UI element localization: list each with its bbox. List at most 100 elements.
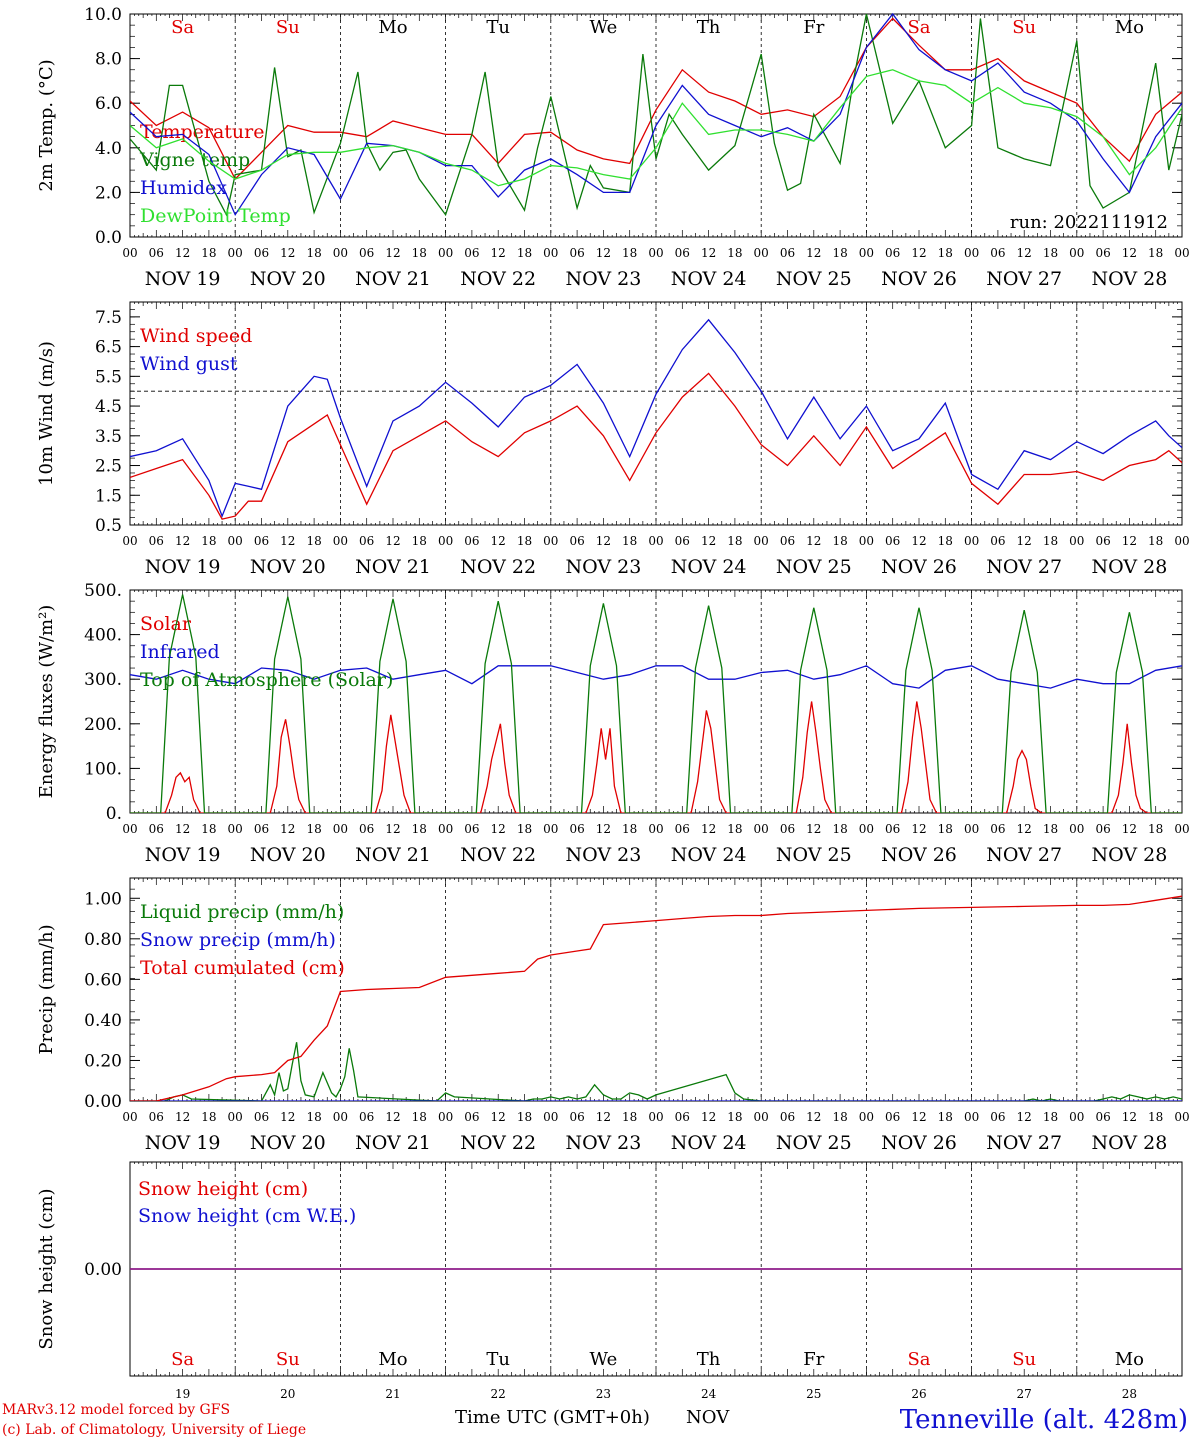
legend-entry: Top of Atmosphere (Solar) — [140, 669, 393, 691]
hour-tick-label: 18 — [622, 246, 637, 260]
legend-entry: Snow height (cm W.E.) — [138, 1205, 356, 1227]
hour-tick-label: 18 — [201, 1110, 216, 1124]
hour-tick-label: 12 — [491, 246, 506, 260]
hour-tick-label: 18 — [832, 534, 847, 548]
hour-tick-label: 18 — [1043, 534, 1058, 548]
hour-tick-label: 18 — [832, 246, 847, 260]
hour-tick-label: 06 — [464, 822, 479, 836]
hour-tick-label: 12 — [1017, 534, 1032, 548]
legend-entry: Liquid precip (mm/h) — [140, 901, 344, 923]
hour-tick-label: 18 — [517, 246, 532, 260]
hour-tick-label: 00 — [543, 822, 558, 836]
hour-tick-label: 00 — [438, 534, 453, 548]
hour-tick-label: 18 — [727, 822, 742, 836]
legend-entry: Snow precip (mm/h) — [140, 929, 336, 951]
hour-tick-label: 06 — [464, 1110, 479, 1124]
hour-tick-label: 18 — [306, 534, 321, 548]
hour-tick-label: 12 — [701, 822, 716, 836]
date-label: NOV 25 — [776, 1132, 852, 1154]
hour-tick-label: 06 — [569, 1110, 584, 1124]
y-tick-label: 200. — [84, 715, 122, 735]
weekday-label: Sa — [907, 1349, 930, 1370]
hour-tick-label: 12 — [806, 1110, 821, 1124]
hour-tick-label: 00 — [964, 822, 979, 836]
legend-entry: Solar — [140, 613, 192, 635]
hour-tick-label: 06 — [254, 1110, 269, 1124]
legend-entry: Wind gust — [140, 353, 238, 375]
station-label: Tenneville (alt. 428m) — [900, 1405, 1188, 1435]
hour-tick-label: 00 — [648, 534, 663, 548]
hour-tick-label: 00 — [754, 822, 769, 836]
hour-tick-label: 12 — [385, 246, 400, 260]
hour-tick-label: 12 — [385, 1110, 400, 1124]
y-tick-label: 5.5 — [95, 367, 122, 387]
weekday-label: Su — [276, 17, 300, 38]
y-tick-label: 500. — [84, 581, 122, 601]
hour-tick-label: 18 — [832, 1110, 847, 1124]
plot-frame — [129, 301, 1183, 526]
hour-tick-label: 18 — [412, 822, 427, 836]
run-label: run: 2022111912 — [1010, 212, 1168, 233]
date-label: NOV 22 — [460, 1132, 536, 1154]
weekday-label: Th — [697, 1349, 721, 1370]
hour-tick-label: 18 — [517, 1110, 532, 1124]
date-label: NOV 27 — [986, 844, 1062, 866]
y-tick-label: 300. — [84, 670, 122, 690]
footer-lab: (c) Lab. of Climatology, University of L… — [2, 1422, 306, 1438]
hour-tick-label: 00 — [543, 246, 558, 260]
hour-tick-label: 00 — [1174, 1110, 1189, 1124]
hour-tick-label: 00 — [228, 246, 243, 260]
date-label: NOV 26 — [881, 556, 957, 578]
hour-tick-label: 00 — [333, 1110, 348, 1124]
y-tick-label: 0.00 — [84, 1260, 122, 1280]
hour-tick-label: 18 — [1148, 246, 1163, 260]
y-tick-label: 2.5 — [95, 457, 122, 477]
hour-tick-label: 06 — [780, 1110, 795, 1124]
hour-tick-label: 12 — [911, 534, 926, 548]
hour-tick-label: 00 — [1174, 246, 1189, 260]
hour-tick-label: 12 — [1017, 1110, 1032, 1124]
date-label: NOV 19 — [145, 1132, 221, 1154]
series-line — [130, 17, 1182, 181]
y-tick-label: 6.5 — [95, 338, 122, 358]
hour-tick-label: 00 — [859, 822, 874, 836]
y-tick-label: 100. — [84, 759, 122, 779]
series-line — [130, 372, 1182, 520]
legend-entry: DewPoint Temp — [140, 205, 291, 227]
hour-tick-label: 12 — [280, 534, 295, 548]
hour-tick-label: 18 — [938, 534, 953, 548]
y-tick-label: 0.40 — [84, 1011, 122, 1031]
x-axis-label: Time UTC (GMT+0h) — [455, 1407, 650, 1428]
hour-tick-label: 00 — [122, 534, 137, 548]
hour-tick-label: 06 — [1095, 534, 1110, 548]
date-label: NOV 21 — [355, 844, 431, 866]
hour-tick-label: 00 — [754, 246, 769, 260]
weekday-label: Mo — [1115, 1349, 1144, 1370]
y-tick-label: 0.0 — [95, 228, 122, 248]
hour-tick-label: 12 — [1122, 534, 1137, 548]
hour-tick-label: 06 — [569, 822, 584, 836]
hour-tick-label: 18 — [517, 822, 532, 836]
hour-tick-label: 12 — [280, 822, 295, 836]
plot-frame — [129, 589, 1183, 814]
date-label: NOV 25 — [776, 844, 852, 866]
hour-tick-label: 06 — [359, 534, 374, 548]
date-label: NOV 22 — [460, 844, 536, 866]
hour-tick-label: 06 — [885, 822, 900, 836]
hour-tick-label: 06 — [1095, 246, 1110, 260]
hour-tick-label: 00 — [754, 534, 769, 548]
weekday-label: Sa — [171, 1349, 194, 1370]
y-axis-label: 10m Wind (m/s) — [36, 341, 57, 486]
date-label: NOV 23 — [565, 556, 641, 578]
hour-tick-label: 06 — [464, 534, 479, 548]
y-tick-label: 8.0 — [95, 50, 122, 70]
hour-tick-label: 18 — [1043, 1110, 1058, 1124]
hour-tick-label: 06 — [254, 246, 269, 260]
hour-tick-label: 12 — [385, 534, 400, 548]
y-axis-label: Energy fluxes (W/m²) — [36, 605, 57, 799]
hour-tick-label: 00 — [1069, 246, 1084, 260]
hour-tick-label: 00 — [228, 822, 243, 836]
hour-tick-label: 00 — [1069, 822, 1084, 836]
date-label: NOV 23 — [565, 268, 641, 290]
series-line — [130, 665, 1182, 689]
